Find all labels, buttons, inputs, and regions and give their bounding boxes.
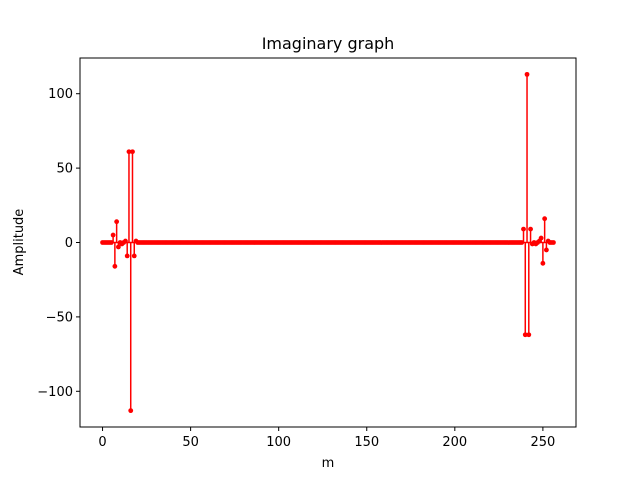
x-tick-label: 0 xyxy=(98,435,106,450)
stem-series xyxy=(100,71,556,414)
chart-title: Imaginary graph xyxy=(262,34,395,53)
stem-marker xyxy=(538,235,544,241)
y-tick-label: −100 xyxy=(37,385,73,400)
x-tick-label: 150 xyxy=(354,435,379,450)
y-tick-label: 50 xyxy=(56,162,73,177)
stem-marker xyxy=(108,240,114,245)
x-tick-label: 200 xyxy=(442,435,467,450)
y-axis-label: Amplitude xyxy=(12,209,27,276)
y-tick-label: −50 xyxy=(46,310,73,325)
stem-marker xyxy=(524,71,530,77)
stem-marker xyxy=(124,253,130,259)
stem-marker xyxy=(540,260,546,266)
stem-marker xyxy=(521,226,526,232)
y-tick-label: 100 xyxy=(48,87,73,102)
stem-marker xyxy=(115,244,121,250)
x-axis-label: m xyxy=(322,456,335,471)
stem-marker xyxy=(130,149,135,155)
x-axis-ticks: 0 50 100 150 200 250 xyxy=(98,427,555,450)
stem-marker xyxy=(542,216,548,222)
stem-marker xyxy=(123,238,128,244)
x-tick-label: 250 xyxy=(530,435,555,450)
stem-marker xyxy=(110,232,116,238)
stem-marker xyxy=(522,332,528,338)
stem-marker xyxy=(112,263,118,269)
x-tick-label: 50 xyxy=(182,435,199,450)
stem-marker xyxy=(126,149,132,155)
stem-marker xyxy=(114,219,120,225)
stem-marker xyxy=(128,408,134,414)
stem-marker xyxy=(519,240,525,245)
plot-area xyxy=(100,71,556,414)
y-tick-label: 0 xyxy=(65,236,73,251)
stem-marker xyxy=(131,253,137,259)
stem-marker xyxy=(551,240,556,245)
x-tick-label: 100 xyxy=(266,435,291,450)
y-axis-ticks: −100 −50 0 50 100 xyxy=(37,87,80,400)
stem-marker xyxy=(544,247,549,253)
stem-marker xyxy=(526,332,532,338)
stem-marker xyxy=(528,226,533,232)
